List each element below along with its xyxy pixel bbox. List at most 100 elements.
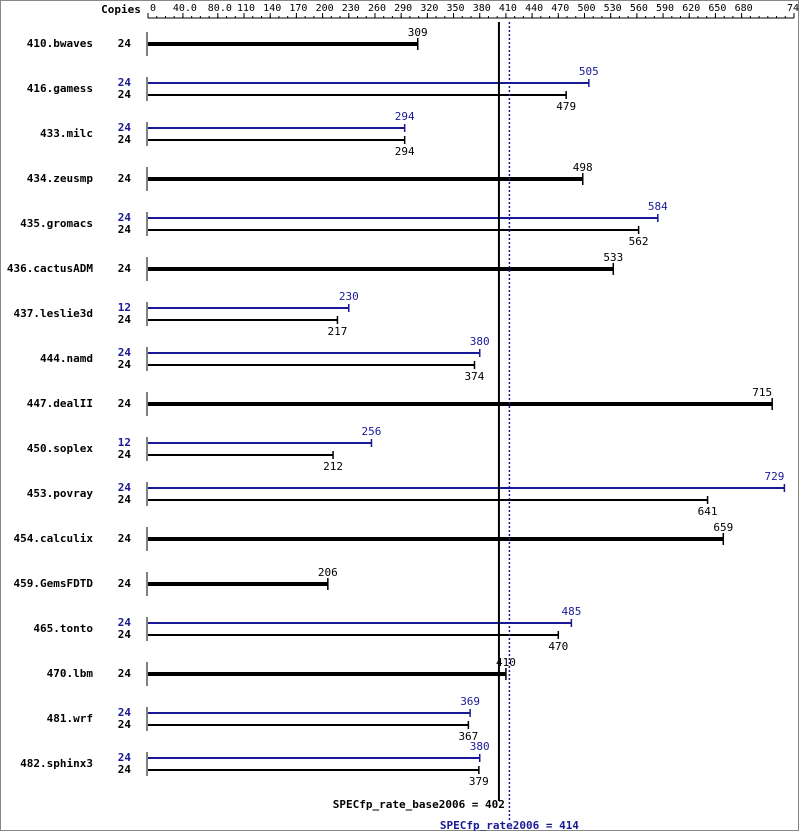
- x-tick-label: 410: [499, 3, 517, 14]
- benchmark-name: 453.povray: [27, 487, 94, 500]
- value-label: 212: [323, 460, 343, 473]
- x-tick-label: 230: [342, 3, 360, 14]
- value-label: 309: [408, 26, 428, 39]
- x-tick-label: 80.0: [208, 3, 232, 14]
- x-tick-label: 620: [682, 3, 700, 14]
- value-label: 374: [465, 370, 485, 383]
- copies: 24: [118, 313, 132, 326]
- value-label: 485: [561, 605, 581, 618]
- copies: 24: [118, 751, 132, 764]
- value-label: 715: [752, 386, 772, 399]
- x-tick-label: 500: [577, 3, 595, 14]
- x-tick-label: 260: [368, 3, 386, 14]
- copies: 24: [118, 88, 132, 101]
- value-label: 498: [573, 161, 593, 174]
- copies: 12: [118, 436, 131, 449]
- value-label: 470: [548, 640, 568, 653]
- value-label: 505: [579, 65, 599, 78]
- reference-label: SPECfp_rate_base2006 = 402: [333, 798, 505, 811]
- copies: 24: [118, 397, 132, 410]
- x-tick-label: 680: [735, 3, 753, 14]
- copies: 24: [118, 448, 132, 461]
- value-label: 479: [556, 100, 576, 113]
- copies: 24: [118, 358, 132, 371]
- x-tick-label: 440: [525, 3, 543, 14]
- copies: 12: [118, 301, 131, 314]
- value-label: 380: [470, 740, 490, 753]
- copies: 24: [118, 532, 132, 545]
- x-tick-label: 320: [420, 3, 438, 14]
- value-label: 294: [395, 145, 415, 158]
- x-tick-label: 740: [787, 3, 799, 14]
- benchmark-name: 481.wrf: [47, 712, 93, 725]
- copies: 24: [118, 223, 132, 236]
- copies: 24: [118, 346, 132, 359]
- value-label: 641: [698, 505, 718, 518]
- benchmark-name: 465.tonto: [33, 622, 93, 635]
- x-tick-label: 590: [656, 3, 674, 14]
- x-tick-label: 200: [316, 3, 334, 14]
- copies: 24: [118, 172, 132, 185]
- x-tick-label: 560: [630, 3, 648, 14]
- copies: 24: [118, 133, 132, 146]
- x-tick-label: 380: [473, 3, 491, 14]
- benchmark-name: 434.zeusmp: [27, 172, 94, 185]
- copies: 24: [118, 667, 132, 680]
- copies: 24: [118, 262, 132, 275]
- benchmark-name: 482.sphinx3: [20, 757, 93, 770]
- value-label: 206: [318, 566, 338, 579]
- value-label: 256: [362, 425, 382, 438]
- copies: 24: [118, 718, 132, 731]
- copies: 24: [118, 493, 132, 506]
- value-label: 533: [603, 251, 623, 264]
- value-label: 562: [629, 235, 649, 248]
- benchmark-name: 436.cactusADM: [7, 262, 93, 275]
- benchmark-name: 470.lbm: [47, 667, 94, 680]
- benchmark-name: 410.bwaves: [27, 37, 93, 50]
- x-tick-label: 140: [263, 3, 281, 14]
- copies: 24: [118, 481, 132, 494]
- benchmark-name: 433.milc: [40, 127, 93, 140]
- copies: 24: [118, 763, 132, 776]
- benchmark-name: 447.dealII: [27, 397, 93, 410]
- x-tick-label: 110: [237, 3, 255, 14]
- x-tick-label: 650: [708, 3, 726, 14]
- copies: 24: [118, 616, 132, 629]
- x-tick-label: 470: [551, 3, 569, 14]
- benchmark-name: 454.calculix: [14, 532, 94, 545]
- value-label: 230: [339, 290, 359, 303]
- reference-label: SPECfp_rate2006 = 414: [440, 819, 579, 831]
- benchmark-name: 416.gamess: [27, 82, 93, 95]
- value-label: 584: [648, 200, 668, 213]
- x-tick-label: 0: [150, 3, 156, 14]
- value-label: 367: [458, 730, 478, 743]
- copies: 24: [118, 37, 132, 50]
- value-label: 369: [460, 695, 480, 708]
- copies: 24: [118, 76, 132, 89]
- benchmark-name: 459.GemsFDTD: [14, 577, 94, 590]
- value-label: 294: [395, 110, 415, 123]
- copies-header: Copies: [101, 3, 141, 16]
- x-tick-label: 350: [447, 3, 465, 14]
- value-label: 659: [713, 521, 733, 534]
- benchmark-name: 450.soplex: [27, 442, 94, 455]
- copies: 24: [118, 577, 132, 590]
- copies: 24: [118, 121, 132, 134]
- copies: 24: [118, 211, 132, 224]
- x-tick-label: 170: [289, 3, 307, 14]
- benchmark-name: 437.leslie3d: [14, 307, 93, 320]
- copies: 24: [118, 706, 132, 719]
- value-label: 410: [496, 656, 516, 669]
- x-tick-label: 290: [394, 3, 412, 14]
- value-label: 379: [469, 775, 489, 788]
- value-label: 380: [470, 335, 490, 348]
- benchmark-name: 435.gromacs: [20, 217, 93, 230]
- value-label: 729: [765, 470, 785, 483]
- x-tick-label: 40.0: [173, 3, 197, 14]
- benchmark-name: 444.namd: [40, 352, 93, 365]
- copies: 24: [118, 628, 132, 641]
- x-tick-label: 530: [604, 3, 622, 14]
